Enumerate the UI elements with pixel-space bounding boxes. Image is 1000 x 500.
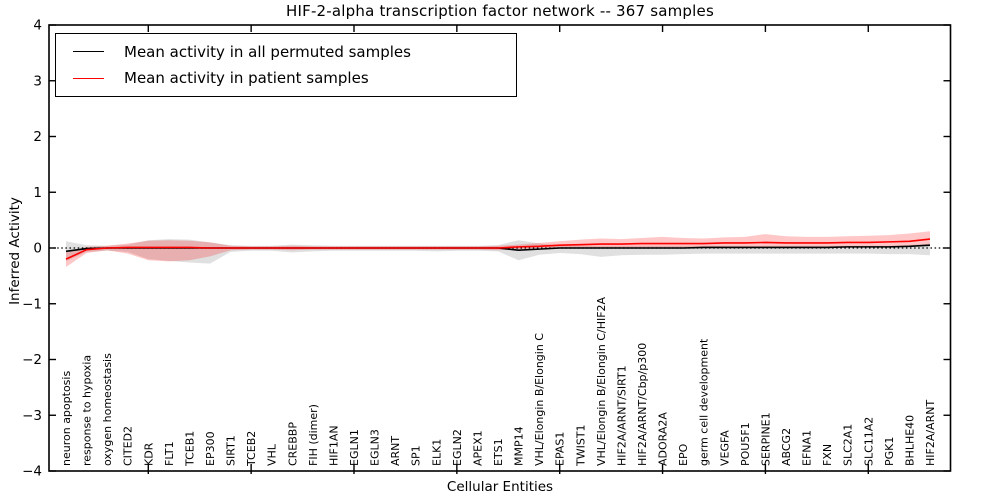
y-tick-label: 0 (33, 241, 42, 257)
y-tick-label: −2 (22, 352, 42, 368)
y-tick-label: −3 (22, 408, 42, 424)
legend-line-swatch-black (73, 51, 104, 53)
legend-entry-permuted: Mean activity in all permuted samples (56, 43, 516, 61)
x-category-label: APEX1 (471, 430, 484, 466)
x-category-label: EPO (677, 443, 690, 466)
x-category-label: ELK1 (430, 439, 443, 466)
legend-line-swatch-red (73, 77, 104, 79)
x-category-label: SP1 (410, 445, 423, 466)
series-line-1 (65, 238, 931, 260)
legend-entry-patient: Mean activity in patient samples (56, 69, 516, 87)
legend: Mean activity in all permuted samples Me… (55, 33, 517, 97)
x-category-label: SERPINE1 (759, 412, 772, 466)
x-category-label: FXN (821, 444, 834, 466)
x-category-label: FIH (dimer) (307, 404, 320, 466)
x-axis-label: Cellular Entities (446, 479, 554, 495)
x-category-label: EGLN1 (348, 429, 361, 466)
chart-title: HIF-2-alpha transcription factor network… (286, 2, 714, 20)
y-tick-label: −4 (22, 464, 42, 480)
x-category-label: oxygen homeostasis (101, 353, 114, 466)
x-category-label: CREBBP (286, 422, 299, 466)
x-category-label: ARNT (389, 436, 402, 466)
legend-label-patient: Mean activity in patient samples (124, 69, 369, 88)
x-category-label: HIF2A/ARNT/Cbp/p300 (636, 343, 649, 466)
x-category-label: PGK1 (883, 437, 896, 466)
x-category-label: ETS1 (492, 438, 505, 466)
x-category-label: EGLN2 (451, 429, 464, 466)
x-category-label: VHL/Elongin B/Elongin C/HIF2A (595, 296, 608, 466)
x-category-label: BHLHE40 (903, 415, 916, 466)
x-category-label: VEGFA (718, 430, 731, 466)
x-category-label: SLC2A1 (842, 424, 855, 466)
x-category-label: EFNA1 (801, 430, 814, 466)
x-category-label: HIF1AN (327, 425, 340, 466)
x-category-label: VHL/Elongin B/Elongin C (533, 333, 546, 466)
x-category-label: CITED2 (122, 426, 135, 466)
y-axis-label: Inferred Activity (7, 197, 23, 305)
x-category-label: MMP14 (513, 426, 526, 466)
y-tick-label: 4 (33, 18, 42, 34)
y-tick-label: 3 (33, 73, 42, 89)
x-category-label: germ cell development (698, 338, 711, 466)
x-category-label: ABCG2 (780, 428, 793, 466)
x-category-label: EPAS1 (554, 432, 567, 466)
x-category-label: FLT1 (163, 441, 176, 466)
legend-label-permuted: Mean activity in all permuted samples (124, 42, 411, 61)
x-category-label: neuron apoptosis (60, 371, 73, 466)
x-category-label: KDR (142, 442, 155, 466)
x-category-label: SLC11A2 (862, 417, 875, 466)
x-category-label: response to hypoxia (81, 355, 94, 466)
x-category-label: VHL (266, 443, 279, 466)
x-category-label: ADORA2A (657, 412, 670, 466)
y-tick-label: −1 (22, 296, 42, 312)
x-category-label: EP300 (204, 431, 217, 466)
y-tick-label: 2 (33, 129, 42, 145)
x-category-label: POU5F1 (739, 422, 752, 466)
y-tick-label: 1 (33, 185, 42, 201)
x-category-label: SIRT1 (225, 435, 238, 466)
x-category-label: HIF2A/ARNT/SIRT1 (615, 365, 628, 466)
permuted-std-band (66, 239, 930, 264)
patient-std-band (66, 231, 930, 267)
x-category-label: TCEB2 (245, 431, 258, 467)
x-category-label: HIF2A/ARNT (924, 400, 937, 466)
x-category-label: TWIST1 (574, 424, 587, 467)
x-category-label: TCEB1 (183, 431, 196, 467)
x-category-label: EGLN3 (369, 429, 382, 466)
